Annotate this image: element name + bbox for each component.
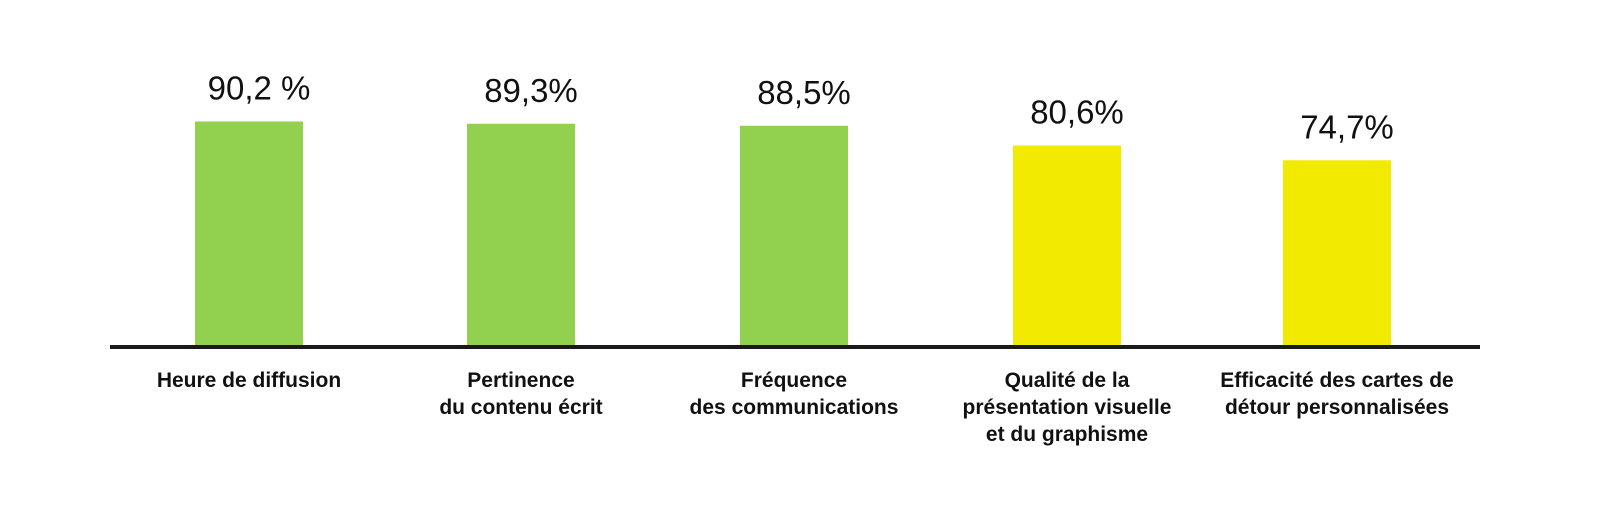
bars-layer bbox=[195, 121, 1391, 347]
category-label-line: détour personnalisées bbox=[1225, 396, 1449, 419]
value-labels-layer: 90,2 % 89,3% 88,5% 80,6% 74,7% bbox=[208, 70, 1394, 146]
category-label-line: et du graphisme bbox=[986, 423, 1148, 446]
value-label-4: 80,6% bbox=[1030, 94, 1124, 131]
category-label-line: Heure de diffusion bbox=[157, 369, 341, 392]
category-label-4: Qualité de la présentation visuelle et du … bbox=[963, 369, 1172, 446]
bar-3 bbox=[740, 125, 848, 347]
category-label-line: Pertinence bbox=[467, 369, 574, 392]
category-labels-layer: Heure de diffusion Pertinence du contenu é… bbox=[157, 369, 1454, 446]
category-label-2: Pertinence du contenu écrit bbox=[439, 369, 602, 419]
bar-2 bbox=[467, 123, 575, 347]
category-label-line: présentation visuelle bbox=[963, 396, 1172, 419]
value-label-3: 88,5% bbox=[757, 74, 851, 111]
category-label-5: Efficacité des cartes de détour personnal… bbox=[1220, 369, 1453, 419]
bar-1 bbox=[195, 121, 303, 347]
category-label-3: Fréquence des communications bbox=[690, 369, 899, 419]
bar-5 bbox=[1283, 160, 1391, 347]
bar-4 bbox=[1013, 145, 1121, 347]
category-label-1: Heure de diffusion bbox=[157, 369, 341, 392]
category-label-line: Fréquence bbox=[741, 369, 847, 392]
category-label-line: Qualité de la bbox=[1005, 369, 1130, 392]
value-label-5: 74,7% bbox=[1300, 108, 1394, 145]
value-label-2: 89,3% bbox=[484, 72, 578, 109]
value-label-1: 90,2 % bbox=[208, 70, 311, 107]
category-label-line: Efficacité des cartes de bbox=[1220, 369, 1453, 392]
category-label-line: du contenu écrit bbox=[439, 396, 602, 419]
category-label-line: des communications bbox=[690, 396, 899, 419]
